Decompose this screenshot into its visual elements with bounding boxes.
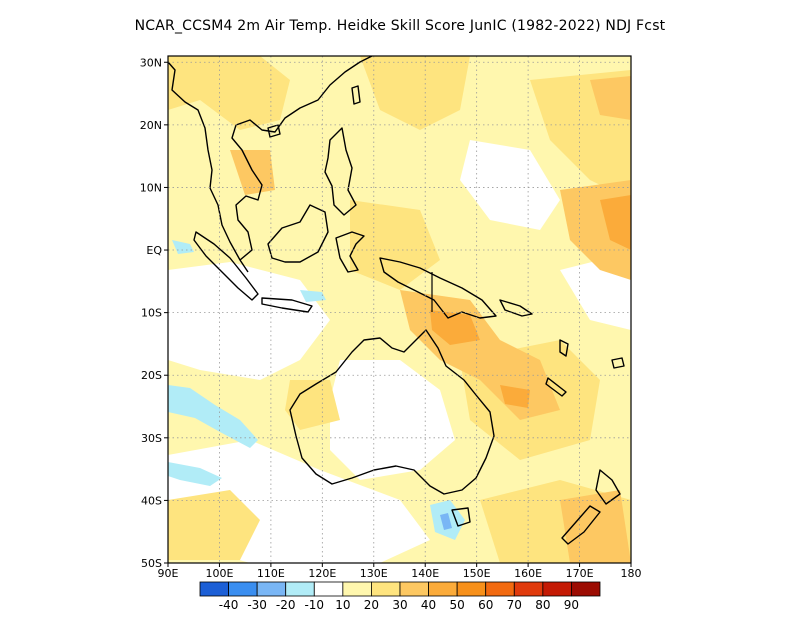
colorbar-swatch [199, 581, 229, 597]
field-orange-6 [168, 490, 260, 560]
lat-tick-label: 30S [141, 432, 162, 445]
coast-borneo [267, 204, 329, 263]
colorbar-swatch [371, 581, 401, 597]
lat-tick-label: 40S [141, 494, 162, 507]
field-strong-2 [600, 195, 631, 250]
colorbar-label: 40 [421, 598, 436, 612]
lat-tick-label: 30N [140, 56, 162, 69]
latitude-axis: 30N 20N 10N EQ 10S 20S 30S 40S 50S [140, 56, 168, 570]
lat-tick-label: 10N [140, 181, 162, 194]
lat-tick-label: 10S [141, 307, 162, 320]
colorbar-label: -20 [276, 598, 296, 612]
lon-tick-label: 160E [514, 567, 542, 580]
colorbar-label: 10 [335, 598, 350, 612]
field-medium-3 [230, 150, 275, 195]
graticule [168, 56, 631, 563]
field-blue-indian-ocean [168, 385, 258, 448]
coast-hainan [267, 124, 281, 138]
field-blue-west [168, 462, 222, 486]
field-strong-3 [500, 385, 530, 408]
longitude-axis: 90E 100E 110E 120E 130E 140E 150E 160E 170E 180 [158, 563, 642, 580]
lon-tick-label: 100E [205, 567, 233, 580]
field-orange-2 [360, 56, 470, 130]
coast-vanuatu [559, 339, 569, 357]
field-white-north-pacific [460, 140, 560, 230]
colorbar-label: 50 [450, 598, 465, 612]
colorbar-swatch [571, 581, 601, 597]
colorbar-swatch [485, 581, 515, 597]
colorbar-label: 60 [478, 598, 493, 612]
colorbar-label: 20 [364, 598, 379, 612]
lat-tick-label: 20S [141, 369, 162, 382]
lat-tick-label: EQ [146, 244, 162, 257]
coast-taiwan [351, 85, 361, 105]
coast-java [261, 297, 313, 313]
coast-sumatra [193, 231, 259, 301]
coastlines [168, 56, 625, 545]
map-frame [167, 55, 632, 564]
colorbar-label: -40 [219, 598, 239, 612]
coast-australia [289, 329, 495, 495]
colorbar-swatch [428, 581, 458, 597]
coast-sulawesi [335, 231, 365, 273]
field-white-east [560, 260, 631, 330]
coast-tasmania [451, 507, 471, 527]
colorbar-label: 90 [564, 598, 579, 612]
field-orange-8 [285, 380, 340, 430]
field-medium-4 [560, 490, 631, 563]
score-field [168, 56, 631, 563]
lat-tick-label: 50S [141, 557, 162, 570]
lon-tick-label: 120E [308, 567, 336, 580]
coast-new-zealand-south [561, 505, 601, 545]
field-white-australia [330, 360, 455, 480]
colorbar-label: -30 [247, 598, 267, 612]
coast-new-caledonia [545, 377, 567, 397]
colorbar-swatch [542, 581, 572, 597]
coast-new-zealand-north [595, 469, 621, 505]
lon-tick-label: 90E [158, 567, 179, 580]
field-blue-java [300, 290, 326, 302]
field-orange-1 [168, 56, 290, 130]
lon-tick-label: 150E [463, 567, 491, 580]
colorbar-swatch [513, 581, 544, 597]
coast-solomon [499, 299, 533, 317]
field-blue-eq [172, 240, 194, 254]
colorbar-swatch [399, 581, 429, 597]
colorbar-label: -10 [304, 598, 324, 612]
lon-tick-label: 110E [257, 567, 285, 580]
coast-asia-mainland [168, 56, 373, 273]
lon-tick-label: 140E [411, 567, 439, 580]
lat-tick-label: 20N [140, 119, 162, 132]
coast-philippines [324, 127, 357, 216]
colorbar-label: 70 [507, 598, 522, 612]
coast-fiji [611, 357, 625, 369]
colorbar-swatch [256, 581, 287, 597]
colorbar-label: 80 [535, 598, 550, 612]
lon-tick-label: 180 [621, 567, 642, 580]
lon-tick-label: 170E [566, 567, 594, 580]
colorbar-swatch [313, 581, 344, 597]
field-mid-blue-tasman [440, 513, 452, 530]
coast-new-guinea [379, 257, 497, 319]
colorbar: -40 -30 -20 -10 10 20 30 40 50 60 70 80 90 [199, 581, 601, 612]
field-strong-1 [430, 310, 480, 345]
field-white-indian-ocean [168, 262, 330, 380]
colorbar-swatch [456, 581, 487, 597]
colorbar-swatch [285, 581, 315, 597]
colorbar-swatch [342, 581, 372, 597]
lon-tick-label: 130E [360, 567, 388, 580]
field-medium-5 [590, 76, 631, 120]
map-title: NCAR_CCSM4 2m Air Temp. Heidke Skill Sco… [134, 18, 666, 34]
colorbar-swatch [228, 581, 258, 597]
colorbar-label: 30 [392, 598, 407, 612]
